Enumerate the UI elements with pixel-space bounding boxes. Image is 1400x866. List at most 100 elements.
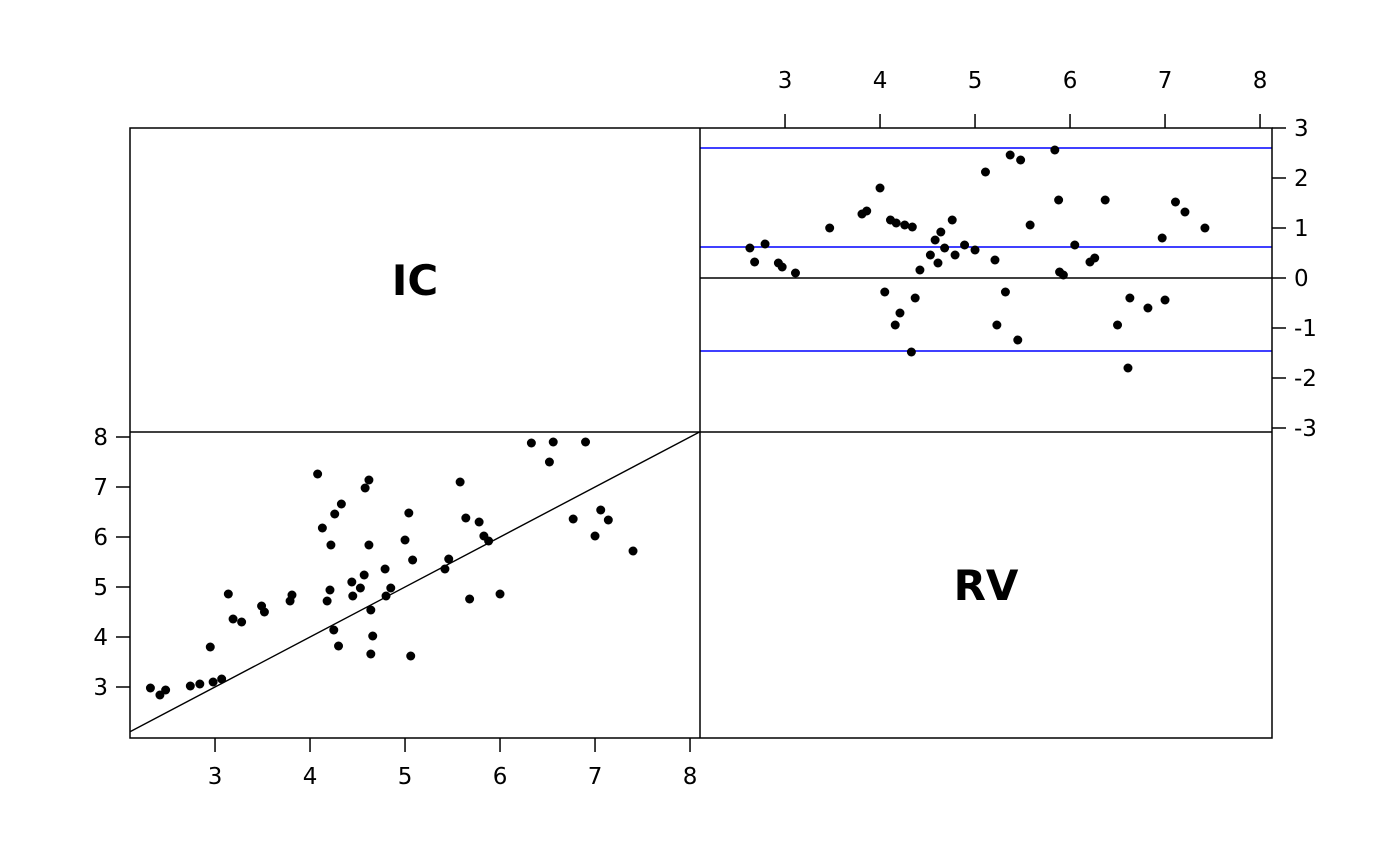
data-point (925, 250, 935, 260)
data-point (237, 617, 247, 627)
data-point (366, 605, 376, 615)
y-axis-tick-label: 3 (1294, 116, 1309, 142)
x-axis-tick-label: 6 (1063, 68, 1078, 94)
data-point (590, 531, 600, 541)
data-point (1123, 363, 1133, 373)
data-point (1005, 150, 1015, 160)
data-point (223, 589, 233, 599)
data-point (890, 320, 900, 330)
data-point (950, 250, 960, 260)
data-point (933, 258, 943, 268)
data-point (336, 499, 346, 509)
data-point (317, 523, 327, 533)
data-point (360, 483, 370, 493)
data-point (161, 685, 171, 695)
data-point (1050, 145, 1060, 155)
x-axis-tick-label: 3 (778, 68, 793, 94)
data-point (940, 243, 950, 253)
data-point (915, 265, 925, 275)
data-point (1013, 335, 1023, 345)
x-axis-tick-label: 7 (1158, 68, 1173, 94)
data-point (990, 255, 1000, 265)
y-axis-tick-label: 8 (93, 425, 108, 451)
data-point (145, 683, 155, 693)
x-axis-tick-label: 6 (493, 764, 508, 790)
data-point (1157, 233, 1167, 243)
data-point (408, 555, 418, 565)
data-point (875, 183, 885, 193)
data-point (185, 681, 195, 691)
x-axis-tick-label: 8 (1253, 68, 1268, 94)
x-axis-tick-label: 8 (683, 764, 698, 790)
data-point (440, 564, 450, 574)
y-axis-tick-label: 4 (93, 625, 108, 651)
y-axis-tick-label: 3 (93, 675, 108, 701)
data-point (900, 220, 910, 230)
data-point (910, 293, 920, 303)
data-point (364, 475, 374, 485)
data-point (960, 240, 970, 250)
x-axis-tick-label: 3 (208, 764, 223, 790)
data-point (368, 631, 378, 641)
y-axis-tick-label: 7 (93, 475, 108, 501)
data-point (970, 245, 980, 255)
x-axis-tick-label: 4 (873, 68, 888, 94)
data-point (1058, 270, 1068, 280)
data-point (348, 591, 358, 601)
data-point (992, 320, 1002, 330)
data-point (760, 239, 770, 249)
data-point (1125, 293, 1135, 303)
data-point (1025, 220, 1035, 230)
data-point (455, 477, 465, 487)
data-point (628, 546, 638, 556)
data-point (355, 583, 365, 593)
data-point (329, 625, 339, 635)
data-point (1170, 197, 1180, 207)
data-point (581, 437, 591, 447)
data-point (474, 517, 484, 527)
data-point (380, 564, 390, 574)
data-point (1070, 240, 1080, 250)
data-point (444, 554, 454, 564)
y-axis-tick-label: 6 (93, 525, 108, 551)
data-point (228, 614, 238, 624)
data-point (287, 590, 297, 600)
data-point (484, 536, 494, 546)
data-point (205, 642, 215, 652)
data-point (895, 308, 905, 318)
data-point (980, 167, 990, 177)
data-point (366, 649, 376, 659)
x-axis-tick-label: 7 (588, 764, 603, 790)
data-point (1000, 287, 1010, 297)
data-point (568, 514, 578, 524)
data-point (880, 287, 890, 297)
data-point (750, 257, 760, 267)
data-point (1180, 207, 1190, 217)
data-point (936, 227, 946, 237)
data-point (404, 508, 414, 518)
data-point (364, 540, 374, 550)
data-point (259, 607, 269, 617)
data-point (465, 594, 475, 604)
data-point (790, 268, 800, 278)
data-point (406, 651, 416, 661)
data-point (745, 243, 755, 253)
x-axis-tick-label: 5 (398, 764, 413, 790)
y-axis-tick-label: -1 (1294, 316, 1317, 342)
data-point (195, 679, 205, 689)
data-point (603, 515, 613, 525)
panel-label-rv: RV (953, 560, 1019, 610)
data-point (1113, 320, 1123, 330)
data-point (1090, 253, 1100, 263)
panel-label-ic: IC (391, 255, 439, 305)
data-point (347, 577, 357, 587)
data-point (907, 222, 917, 232)
data-point (217, 674, 227, 684)
data-point (1054, 195, 1064, 205)
data-point (526, 438, 536, 448)
y-axis-tick-label: -3 (1294, 416, 1317, 442)
data-point (930, 235, 940, 245)
data-point (386, 583, 396, 593)
